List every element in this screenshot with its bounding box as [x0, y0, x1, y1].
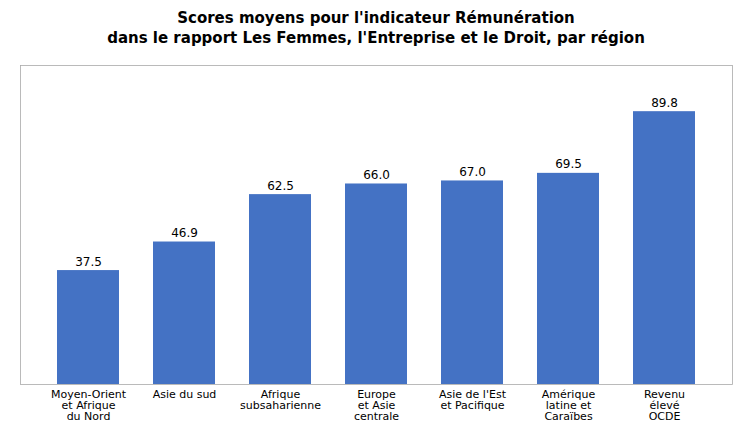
html-text:Scores moyens pour l'indicateu: Scores moyens pour l'indicateur Rémunéra…: [107, 9, 645, 48]
svg-text:Asie du sud: Asie du sud: [153, 388, 217, 401]
svg-text:RevenuélevéOCDE: RevenuélevéOCDE: [644, 388, 685, 423]
svg-text:62.5: 62.5: [267, 178, 294, 192]
svg-text:Amériquelatine etCaraïbes: Amériquelatine etCaraïbes: [542, 388, 596, 423]
svg-text:Asie de l'Estet Pacifique: Asie de l'Estet Pacifique: [439, 388, 507, 412]
svg-text:46.9: 46.9: [171, 226, 198, 240]
svg-text:67.0: 67.0: [459, 164, 486, 178]
svg-text:69.5: 69.5: [555, 157, 582, 171]
svg-text:Afriquesubsaharienne: Afriquesubsaharienne: [240, 388, 321, 412]
svg-text:89.8: 89.8: [651, 95, 678, 109]
svg-text:37.5: 37.5: [75, 254, 102, 268]
svg-text:66.0: 66.0: [363, 167, 390, 181]
svg-text:Europeet Asiecentrale: Europeet Asiecentrale: [354, 388, 399, 423]
svg-text:Moyen-Orientet Afriquedu Nord: Moyen-Orientet Afriquedu Nord: [51, 388, 127, 423]
